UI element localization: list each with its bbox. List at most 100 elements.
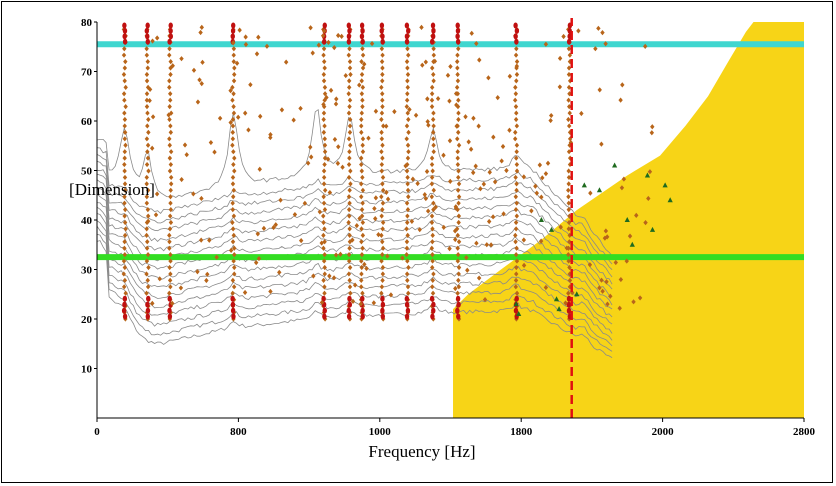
pole-diamond	[534, 190, 540, 196]
pole-dot	[122, 295, 128, 302]
pole-diamond	[469, 30, 474, 36]
pole-dot	[514, 38, 519, 45]
pole-diamond	[379, 136, 385, 142]
pole-diamond	[334, 96, 339, 102]
pole-diamond	[121, 258, 127, 264]
pole-diamond	[514, 78, 519, 84]
pole-diamond	[567, 239, 572, 245]
pole-diamond	[170, 63, 175, 69]
pole-diamond	[431, 52, 436, 58]
pole-diamond	[429, 264, 435, 271]
pole-diamond	[179, 176, 184, 183]
pole-diamond	[145, 284, 151, 290]
pole-dot	[380, 313, 386, 320]
pole-dot	[122, 33, 127, 40]
pole-diamond	[122, 136, 128, 142]
pole-diamond	[431, 46, 436, 52]
pole-diamond	[513, 207, 519, 213]
pole-diamond	[423, 195, 429, 202]
pole-diamond	[168, 123, 173, 129]
pole-diamond	[232, 245, 237, 251]
pole-diamond	[380, 245, 386, 251]
pole-diamond	[650, 124, 655, 130]
pole-diamond	[360, 136, 366, 142]
pole-dot	[431, 27, 436, 34]
pole-diamond	[231, 104, 236, 110]
pole-diamond	[320, 33, 326, 39]
pole-diamond	[425, 118, 430, 125]
pole-diamond	[178, 285, 184, 291]
pole-diamond	[419, 24, 424, 30]
pole-diamond	[455, 71, 460, 78]
pole-diamond	[359, 91, 365, 97]
pole-diamond	[291, 117, 296, 123]
pole-triangle	[662, 182, 668, 188]
pole-diamond	[380, 97, 385, 103]
pole-diamond	[456, 181, 462, 187]
pole-diamond	[230, 84, 235, 90]
pole-diamond	[255, 231, 261, 237]
pole-diamond	[122, 277, 128, 283]
pole-diamond	[212, 149, 217, 155]
pole-diamond	[232, 252, 237, 258]
pole-diamond	[537, 162, 543, 168]
pole-diamond	[154, 191, 160, 197]
response-curve	[96, 188, 613, 306]
pole-diamond	[321, 110, 327, 116]
pole-diamond	[521, 174, 527, 180]
pole-diamond	[490, 214, 496, 220]
pole-diamond	[359, 226, 364, 232]
pole-diamond	[230, 129, 235, 135]
pole-diamond	[231, 187, 237, 193]
pole-diamond	[405, 71, 411, 78]
pole-diamond	[492, 179, 498, 185]
pole-diamond	[380, 155, 385, 161]
response-curve	[96, 147, 613, 265]
pole-diamond	[257, 113, 263, 120]
pole-diamond	[168, 187, 173, 193]
pole-diamond	[605, 301, 610, 307]
pole-diamond	[347, 46, 352, 52]
pole-diamond	[231, 59, 236, 65]
pole-diamond	[144, 194, 150, 200]
pole-diamond	[643, 219, 648, 226]
pole-diamond	[335, 160, 341, 166]
pole-diamond	[322, 284, 327, 290]
pole-diamond	[122, 97, 127, 103]
pole-diamond	[167, 232, 172, 238]
pole-diamond	[256, 34, 261, 40]
pole-diamond	[567, 142, 572, 148]
pole-diamond	[242, 110, 248, 116]
pole-diamond	[379, 149, 384, 155]
pole-diamond	[384, 189, 389, 195]
pole-diamond	[122, 168, 127, 174]
pole-diamond	[122, 213, 127, 219]
pole-diamond	[514, 271, 519, 277]
pole-dot	[346, 38, 352, 45]
pole-diamond	[621, 176, 627, 182]
pole-diamond	[388, 292, 394, 298]
pole-diamond	[168, 200, 173, 206]
pole-dot	[380, 307, 385, 314]
pole-diamond	[230, 200, 235, 206]
pole-diamond	[253, 260, 259, 266]
pole-diamond	[360, 174, 365, 181]
pole-diamond	[405, 155, 411, 161]
pole-diamond	[563, 300, 568, 306]
pole-diamond	[322, 252, 327, 258]
pole-diamond	[430, 232, 435, 238]
pole-diamond	[379, 129, 384, 135]
pole-diamond	[617, 305, 622, 311]
pole-triangle	[548, 226, 555, 232]
pole-diamond	[379, 110, 385, 116]
pole-diamond	[122, 194, 127, 200]
pole-diamond	[380, 52, 385, 58]
pole-diamond	[430, 284, 435, 290]
pole-diamond	[549, 112, 554, 119]
pole-diamond	[359, 277, 364, 283]
pole-diamond	[348, 181, 353, 187]
pole-diamond	[359, 168, 364, 174]
pole-diamond	[167, 290, 172, 296]
pole-dot	[121, 307, 127, 314]
